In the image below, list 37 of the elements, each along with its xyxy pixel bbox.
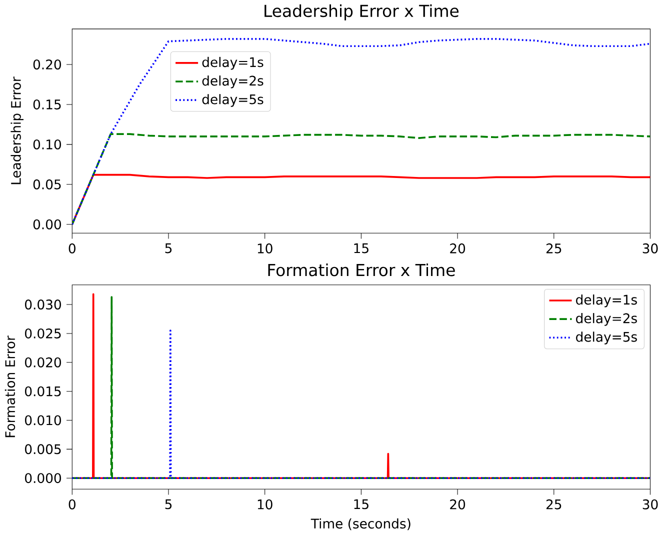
y-axis-title: Formation Error (4, 336, 16, 438)
y-tick-label: 0.10 (33, 140, 61, 150)
legend-label: delay=5s (202, 94, 264, 108)
y-tick-label: 0.015 (25, 386, 61, 397)
y-tick-label: 0.05 (33, 180, 61, 190)
x-tick-label: 30 (642, 500, 658, 510)
x-tick-label: 30 (642, 244, 658, 254)
x-tick-label: 0 (68, 500, 76, 510)
legend-label: delay=5s (576, 332, 637, 345)
x-tick-label: 5 (165, 500, 172, 510)
x-tick-label: 25 (546, 244, 562, 254)
x-tick-label: 15 (354, 500, 368, 510)
x-tick-label: 10 (258, 500, 272, 510)
y-tick-label: 0.020 (25, 358, 61, 368)
legend-label: delay=1s (202, 57, 264, 70)
y-tick-label: 0.00 (33, 220, 61, 230)
y-tick-label: 0.20 (33, 60, 61, 70)
x-tick-label: 25 (546, 500, 562, 510)
x-tick-label: 5 (165, 244, 172, 254)
x-tick-label: 15 (354, 244, 368, 254)
y-tick-label: 0.000 (25, 473, 61, 484)
y-tick-label: 0.005 (25, 444, 61, 454)
x-tick-label: 10 (258, 244, 272, 254)
x-tick-label: 0 (68, 244, 76, 254)
x-axis-title: Time (seconds) (310, 518, 410, 530)
y-tick-label: 0.010 (25, 415, 61, 426)
x-tick-label: 20 (450, 244, 466, 254)
x-tick-label: 20 (450, 500, 466, 510)
legend-label: delay=2s (576, 313, 637, 326)
chart-title: Formation Error x Time (268, 264, 455, 276)
y-tick-label: 0.030 (25, 300, 61, 310)
y-tick-label: 0.025 (25, 328, 61, 339)
y-axis-title: Leadership Error (10, 76, 24, 184)
legend-label: delay=2s (202, 76, 264, 89)
chart-title: Leadership Error x Time (264, 4, 459, 21)
y-tick-label: 0.15 (33, 100, 61, 110)
legend-label: delay=1s (576, 294, 637, 308)
